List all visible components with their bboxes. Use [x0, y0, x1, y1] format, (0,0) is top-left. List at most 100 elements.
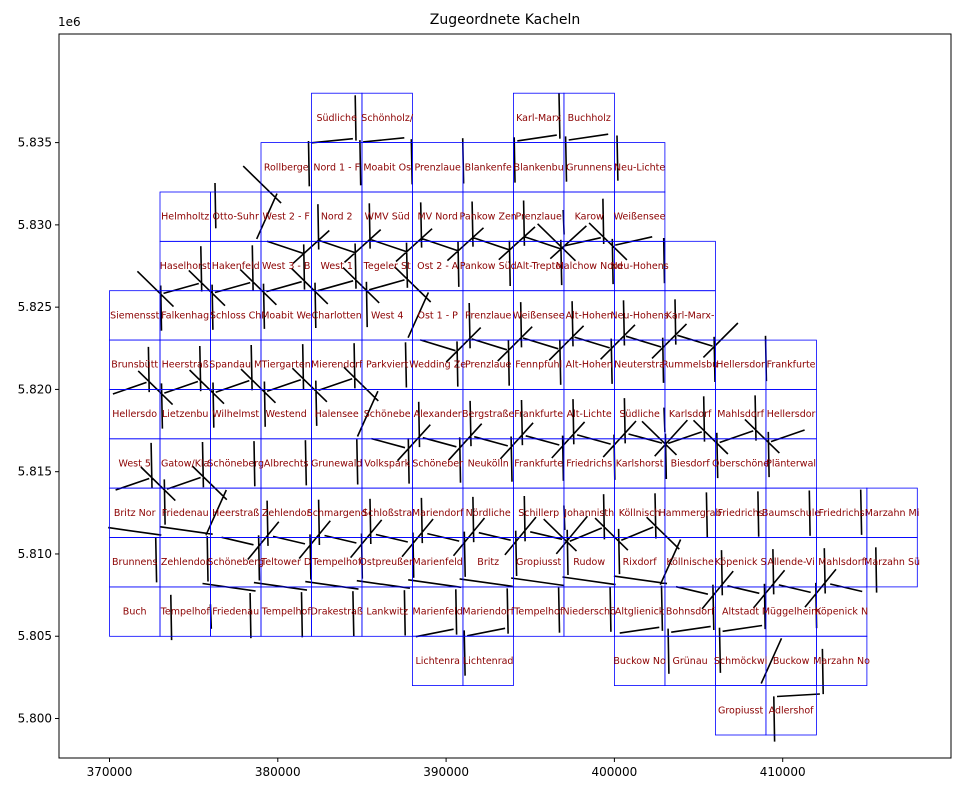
y-axis: 5.800 5.805 5.810 5.815 5.820 5.825 5.830 5.835 [18, 136, 59, 726]
tile-label: Frankfurte [767, 360, 816, 371]
tile-label: Allende-Vi [767, 557, 814, 568]
tile-label: Plänterwal [766, 459, 816, 470]
tile-label: Schöneber [412, 459, 463, 470]
tile-label: Schillerp [518, 508, 559, 519]
tile-label: Charlotten [312, 310, 362, 321]
tile-label: Biesdorf [671, 459, 711, 470]
tile-label: Brunnens [112, 557, 157, 568]
tile-label: Südliche [619, 409, 660, 420]
tile-label: Lichtenrad [463, 656, 514, 667]
x-tick-label: 400000 [591, 765, 637, 779]
tile-label: Falkenhag [161, 310, 209, 321]
tile-label: Schmargend [307, 508, 367, 519]
tile-label: Gropiusst [718, 705, 763, 716]
tile-label: Altglienick [615, 607, 665, 618]
tile-label: Grünau [673, 656, 708, 667]
tile-label: Haselhorst [160, 261, 211, 272]
tile-label: WMV Süd [365, 212, 410, 223]
tile-label: Schloss Ch [210, 310, 261, 321]
tile-label: Rummelsbu [662, 360, 718, 371]
x-tick-label: 370000 [87, 765, 133, 779]
tile-label: Ost 1 - P [417, 310, 458, 321]
tile-label: Friedrichs [819, 508, 865, 519]
tile-label: Buckow [773, 656, 810, 667]
tile-label: Schmöckwi [714, 656, 767, 667]
tile-label: Wedding Ze [409, 360, 466, 371]
tile-label: Rudow [573, 557, 605, 568]
y-tick-label: 5.810 [18, 547, 52, 561]
tile-label: Weißensee [513, 310, 565, 321]
y-tick-label: 5.825 [18, 300, 52, 314]
tile-label: West 2 - F [263, 212, 310, 223]
x-tick-label: 410000 [760, 765, 806, 779]
tile-label: Schönholz/ [361, 113, 414, 124]
tile-label: Neu-Hohens [610, 310, 668, 321]
tile-label: Marienfeld [413, 607, 463, 618]
tile-label: Karlshorst [616, 459, 664, 470]
tile-label: Wilhelmst [212, 409, 259, 420]
tile-label: Südliche [316, 113, 357, 124]
tile-label: Mahlsdorf [818, 557, 865, 568]
tile-label: Johannisth [563, 508, 614, 519]
tile-label: Moabit We [261, 310, 311, 321]
tile-label: Teltower D [260, 557, 311, 568]
tile-label: Mierendorf [311, 360, 363, 371]
tile-label: Hammergrab [659, 508, 722, 519]
tile-label: Frankfurte [514, 409, 563, 420]
tile-label: West 4 [371, 310, 403, 321]
tile-label: Mariendorf [462, 607, 514, 618]
tile-label: Altstadt [722, 607, 759, 618]
tile-label: Friedrichs [718, 508, 764, 519]
tile-label: Karow [575, 212, 604, 223]
tile-label: Neu-Lichte [614, 162, 665, 173]
tile-label: Schöneberg [207, 459, 264, 470]
tile-label: Mahlsdorf [717, 409, 764, 420]
tile-label: Fennpfuhl [515, 360, 562, 371]
y-tick-label: 5.830 [18, 218, 52, 232]
tile-label: Ost 2 - A [417, 261, 459, 272]
tile-label: Gatow/Kla [161, 459, 209, 470]
tile-label: Karl-Marx- [666, 310, 715, 321]
tile-label: Britz [477, 557, 499, 568]
tile-label: Prenzlaue [465, 360, 512, 371]
tile-label: Lichtenra [415, 656, 460, 667]
tile-label: Ostpreußen [359, 557, 415, 568]
tile-label: Neu-Hohens [610, 261, 668, 272]
tile-label: Grunnens [566, 162, 612, 173]
tile-label: Halensee [315, 409, 359, 420]
tile-label: Schöneberg [207, 557, 264, 568]
tile-label: Friedenau [212, 607, 259, 618]
tile-label: Frankfurte [514, 459, 563, 470]
tile-label: Friedrichs [566, 459, 612, 470]
y-tick-label: 5.835 [18, 136, 52, 150]
tile-label: Heerstraß [162, 360, 209, 371]
tile-label: Alt-Hohen [566, 310, 613, 321]
x-tick-label: 380000 [255, 765, 301, 779]
tile [765, 685, 817, 736]
tile-label: Hellersdor [716, 360, 765, 371]
tile-label: Siemensst [110, 310, 160, 321]
tile-label: Alt-Hohen [566, 360, 613, 371]
tile-label: Brunsbütt [111, 360, 158, 371]
tile-label: Alexander [414, 409, 462, 420]
plot-frame [58, 33, 952, 759]
tile-label: Nord 2 [321, 212, 353, 223]
tile-labels-layer: Südliche Schönholz/Karl-Marx Buchholz Rollb… [110, 113, 920, 716]
tile-label: Prenzlaue [515, 212, 562, 223]
tile-label: Hakenfeld [212, 261, 260, 272]
y-tick-label: 5.805 [18, 629, 52, 643]
tile-label: Adlershof [769, 705, 815, 716]
tile-label: Schönebe [364, 409, 411, 420]
tile-label: Baumschule [762, 508, 820, 519]
tile-label: Spandau M [209, 360, 262, 371]
tile-label: Neuterstra [614, 360, 665, 371]
tile-label: Köllnische [666, 557, 714, 568]
chart-title: Zugeordnete Kacheln [430, 12, 580, 28]
tile-label: Nord 1 - F [313, 162, 360, 173]
tile-label: Otto-Suhr [213, 212, 259, 223]
tiles-layer [109, 92, 918, 736]
tile-label: Alt-Trepto [516, 261, 561, 272]
tile-label: Weißensee [614, 212, 666, 223]
tile-label: West 3 - B [262, 261, 310, 272]
tile-label: Tempelhof [513, 607, 564, 618]
